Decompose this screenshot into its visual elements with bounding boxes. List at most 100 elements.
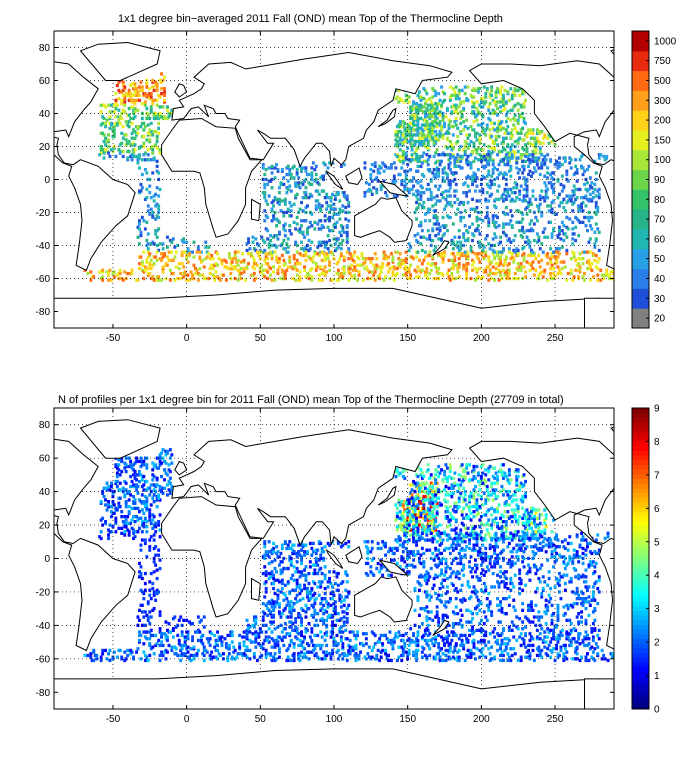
data-cell [362, 632, 365, 636]
data-cell [104, 136, 107, 140]
data-cell [491, 217, 495, 221]
data-cell [107, 103, 110, 107]
data-cell [186, 655, 190, 659]
data-cell [143, 151, 147, 155]
data-cell [453, 235, 457, 239]
data-cell [546, 262, 550, 266]
data-cell [202, 615, 206, 619]
data-cell [160, 252, 163, 256]
data-cell [506, 268, 510, 272]
data-cell [552, 229, 555, 233]
data-cell [459, 243, 463, 248]
data-cell [491, 220, 495, 224]
data-cell [468, 143, 471, 147]
data-cell [513, 93, 517, 97]
data-cell [370, 655, 374, 659]
data-cell [422, 174, 426, 178]
data-cell [154, 563, 158, 567]
data-cell [503, 648, 507, 653]
data-cell [130, 650, 134, 654]
data-cell [266, 602, 270, 606]
data-cell [465, 637, 469, 641]
data-cell [497, 268, 501, 272]
data-cell [239, 276, 243, 281]
data-cell [381, 643, 385, 648]
data-cell [546, 153, 550, 157]
data-cell [105, 270, 109, 274]
data-cell [443, 92, 446, 96]
data-cell [291, 573, 295, 577]
data-cell [255, 658, 259, 663]
data-cell [298, 653, 302, 658]
data-cell [188, 620, 191, 624]
data-cell [280, 586, 284, 591]
data-cell [367, 182, 371, 187]
data-cell [314, 560, 318, 564]
data-cell [441, 215, 445, 220]
data-cell [499, 100, 502, 104]
data-cell [513, 181, 517, 185]
data-cell [586, 266, 589, 271]
data-cell [160, 451, 163, 455]
colorbar-swatch [632, 268, 649, 289]
data-cell [101, 131, 105, 135]
data-cell [149, 628, 153, 632]
data-cell [512, 123, 516, 127]
data-cell [136, 161, 140, 165]
data-cell [133, 130, 137, 134]
data-cell [415, 255, 418, 259]
data-cell [254, 262, 258, 266]
data-cell [438, 110, 442, 114]
data-cell [157, 121, 161, 126]
data-cell [490, 121, 494, 126]
data-cell [466, 257, 470, 261]
data-cell [132, 531, 135, 535]
data-cell [450, 148, 454, 152]
data-cell [99, 518, 103, 522]
data-cell [133, 110, 137, 114]
data-cell [521, 171, 525, 175]
data-cell [130, 100, 134, 104]
data-cell [126, 271, 130, 276]
data-cell [123, 521, 127, 525]
data-cell [521, 637, 525, 641]
data-cell [133, 106, 137, 111]
data-cell [107, 503, 110, 507]
data-cell [140, 158, 144, 162]
data-cell [369, 260, 373, 264]
data-cell [126, 156, 130, 160]
data-cell [110, 481, 113, 485]
data-cell [323, 591, 327, 596]
data-cell [282, 210, 286, 215]
data-cell [269, 602, 273, 606]
data-cell [384, 191, 387, 195]
data-cell [328, 613, 331, 617]
data-cell [385, 263, 389, 267]
data-cell [145, 238, 149, 243]
data-cell [294, 597, 298, 601]
data-cell [255, 250, 259, 254]
data-cell [347, 643, 351, 648]
data-cell [516, 88, 520, 93]
data-cell [339, 617, 343, 621]
data-cell [457, 637, 461, 641]
data-cell [463, 92, 467, 96]
data-cell [101, 278, 105, 282]
data-cell [560, 220, 564, 224]
data-cell [527, 128, 530, 132]
data-cell [92, 650, 96, 654]
data-cell [314, 548, 318, 552]
data-cell [409, 263, 413, 267]
data-cell [502, 136, 505, 140]
data-cell [538, 247, 542, 251]
data-cell [263, 556, 267, 561]
data-cell [404, 265, 408, 269]
data-cell [425, 655, 429, 659]
data-cell [323, 586, 327, 591]
data-cell [163, 252, 166, 256]
data-cell [566, 227, 570, 231]
data-cell [538, 146, 542, 150]
data-cell [528, 141, 532, 145]
data-cell [446, 637, 449, 641]
data-cell [292, 578, 296, 582]
